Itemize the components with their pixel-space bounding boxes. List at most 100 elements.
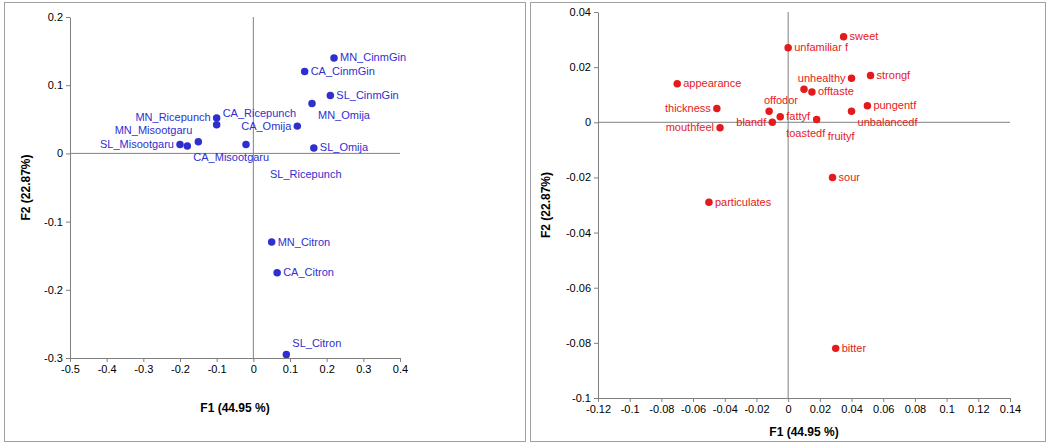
y-axis: -0.1-0.08-0.06-0.04-0.0200.020.04 [566, 6, 599, 404]
point [705, 199, 712, 206]
zero-line-vertical [788, 12, 789, 398]
point-label: SL_Omija [320, 141, 369, 153]
x-tick-label: -0.04 [713, 403, 738, 415]
y-tick: -0.1 [572, 392, 598, 404]
x-tick: -0.04 [713, 398, 738, 415]
point [829, 174, 836, 181]
y-tick-label: -0.02 [566, 171, 591, 183]
point [769, 119, 776, 126]
x-tick: -0.3 [134, 358, 153, 375]
point-label: CA_Citron [283, 266, 334, 278]
point [848, 74, 855, 81]
point [301, 68, 308, 75]
point-label: thickness [665, 102, 711, 114]
y-tick: -0.08 [566, 337, 598, 349]
point [840, 33, 847, 40]
point [176, 141, 183, 148]
x-tick-mark [253, 358, 254, 362]
x-tick: 0 [786, 398, 792, 415]
point [713, 105, 720, 112]
x-tick-mark [143, 358, 144, 362]
y-tick: -0.2 [44, 284, 70, 296]
x-tick-label: 0.02 [810, 403, 831, 415]
x-tick-mark [70, 358, 71, 362]
marks [176, 54, 337, 358]
point [808, 88, 815, 95]
point-label: unfamiliar f [794, 41, 849, 53]
point-label: CA_CinmGin [311, 65, 375, 77]
y-tick-label: 0.04 [570, 6, 591, 18]
y-tick-mark [594, 177, 598, 178]
x-tick-label: -0.2 [171, 363, 190, 375]
x-tick: -0.06 [681, 398, 706, 415]
point-label: MN_Citron [278, 236, 331, 248]
point-label: sour [839, 171, 861, 183]
y-tick-mark [594, 67, 598, 68]
point-label: blandf [736, 116, 767, 128]
y-tick-label: -0.2 [44, 284, 63, 296]
y-tick: 0.04 [570, 6, 598, 18]
y-tick: 0.02 [570, 61, 598, 73]
point-label: strongf [877, 69, 912, 81]
point-label: appearance [683, 77, 741, 89]
point-label: CA_Misootgaru [193, 151, 269, 163]
panel-frame [531, 3, 1046, 442]
point-label: MN_Misootgaru [115, 124, 193, 136]
x-tick-mark [947, 398, 948, 402]
point [268, 238, 275, 245]
point-label: pungentf [873, 99, 917, 111]
point-label: SL_Misootgaru [100, 138, 174, 150]
point-label: CA_Ricepunch [223, 107, 296, 119]
y-tick: 0.1 [48, 79, 70, 91]
point-label: MN_CinmGin [340, 51, 406, 63]
x-tick: 0.4 [393, 358, 408, 375]
x-tick-label: -0.1 [621, 403, 640, 415]
y-tick-mark [66, 222, 70, 223]
x-tick-label: 0.1 [283, 363, 298, 375]
point [800, 85, 807, 92]
x-axis-line [71, 358, 401, 359]
y-tick-mark [594, 398, 598, 399]
x-tick-mark [915, 398, 916, 402]
point [184, 142, 191, 149]
point [673, 80, 680, 87]
x-tick-label: -0.3 [134, 363, 153, 375]
point-label: fattyf [786, 110, 811, 122]
y-tick: -0.02 [566, 171, 598, 183]
point [867, 72, 874, 79]
x-tick-mark [107, 358, 108, 362]
point-label: sweet [850, 30, 879, 42]
x-tick-mark [756, 398, 757, 402]
point [716, 124, 723, 131]
x-tick-mark [820, 398, 821, 402]
point [832, 345, 839, 352]
y-tick-mark [594, 122, 598, 123]
x-tick-label: 0 [786, 403, 792, 415]
y-tick-mark [66, 290, 70, 291]
point-label: unbalancedf [858, 116, 919, 128]
panel: -0.5-0.4-0.3-0.2-0.100.10.20.30.4-0.3-0.… [5, 3, 526, 442]
y-tick-label: -0.3 [44, 352, 63, 364]
point-label: mouthfeel [666, 121, 714, 133]
x-tick-label: -0.12 [586, 403, 611, 415]
point [784, 44, 791, 51]
y-tick-label: -0.08 [566, 337, 591, 349]
marks [673, 33, 874, 352]
y-tick-label: -0.1 [44, 216, 63, 228]
point [864, 102, 871, 109]
point [327, 92, 334, 99]
x-tick-mark [883, 398, 884, 402]
x-tick-mark [598, 398, 599, 402]
x-tick-label: -0.1 [208, 363, 227, 375]
x-tick: 0.14 [1000, 398, 1021, 415]
zero-line-vertical [253, 17, 254, 358]
x-tick-label: 0.1 [939, 403, 954, 415]
y-tick-label: 0 [57, 147, 63, 159]
x-tick: -0.1 [208, 358, 227, 375]
x-tick-mark [290, 358, 291, 362]
x-tick-label: 0.3 [356, 363, 371, 375]
x-tick: 0.08 [905, 398, 926, 415]
x-tick-mark [788, 398, 789, 402]
x-tick-label: 0.04 [841, 403, 862, 415]
point [273, 269, 280, 276]
